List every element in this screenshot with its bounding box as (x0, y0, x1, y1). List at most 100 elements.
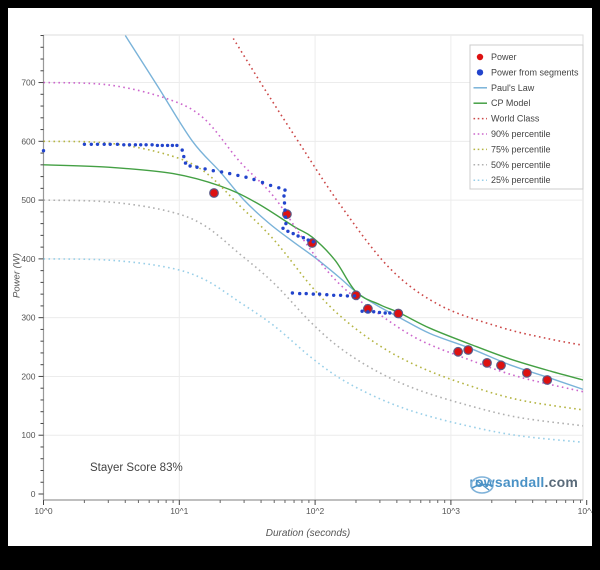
data-point (122, 143, 126, 147)
data-point (296, 234, 300, 238)
data-point (219, 170, 224, 174)
data-point (393, 308, 404, 319)
data-point (133, 143, 138, 147)
data-point (277, 186, 281, 190)
data-point (463, 345, 474, 355)
series-paul-s-law (124, 35, 583, 391)
legend-label: 50% percentile (491, 160, 551, 170)
data-point (284, 221, 288, 226)
data-point (383, 311, 387, 315)
data-point (496, 360, 506, 371)
data-point (95, 142, 100, 146)
data-point (115, 142, 120, 146)
legend-item-power[interactable]: Power (476, 52, 517, 62)
data-point (360, 309, 364, 313)
power-curve-plot: 0 100 200 300 400 500 600 700 10^0 10^1 10^2 10^3 10… (21, 34, 592, 516)
data-point (139, 143, 143, 147)
series-25-percentile (43, 258, 583, 444)
data-point (352, 294, 357, 298)
legend-label: CP Model (491, 98, 530, 108)
legend-item-90-percentile[interactable]: 90% percentile (473, 129, 551, 139)
data-point (182, 154, 186, 159)
x-tick-label: 10^3 (442, 506, 460, 516)
data-point (317, 292, 322, 296)
series-50-percentile (43, 199, 583, 427)
x-tick-label: 10^1 (170, 506, 188, 516)
data-point (165, 143, 170, 148)
svg-text:0: 0 (31, 489, 36, 499)
data-point (282, 194, 286, 198)
data-point (304, 291, 308, 296)
rowsandall-logo-icon (470, 476, 495, 494)
data-point (332, 293, 336, 297)
data-point (260, 180, 265, 185)
data-point (180, 148, 184, 152)
series-power-from-segments (41, 142, 392, 315)
svg-text:700: 700 (21, 78, 35, 88)
data-point (144, 143, 148, 147)
data-point (286, 229, 290, 233)
legend-item-paul-s-law[interactable]: Paul's Law (473, 83, 535, 93)
data-point (82, 142, 87, 146)
data-point (283, 215, 288, 219)
data-point (301, 236, 306, 240)
data-point (244, 175, 248, 179)
data-point (175, 143, 179, 148)
data-point (311, 292, 315, 296)
data-point (366, 310, 370, 314)
data-point (283, 188, 287, 192)
series-cp-model (43, 164, 583, 381)
data-point (89, 142, 94, 146)
data-point (268, 183, 273, 188)
data-point (482, 358, 492, 368)
data-point (188, 164, 192, 168)
data-point (377, 310, 382, 315)
series-world-class (232, 38, 583, 347)
data-point (291, 231, 295, 236)
data-point (209, 188, 219, 198)
legend-item-world-class[interactable]: World Class (473, 114, 540, 124)
data-point (311, 240, 315, 244)
data-point (542, 375, 553, 385)
legend-item-power-from-segments[interactable]: Power from segments (476, 67, 579, 77)
data-point (160, 143, 164, 148)
legend-item-75-percentile[interactable]: 75% percentile (473, 144, 551, 154)
data-point (338, 293, 343, 297)
data-point (252, 177, 256, 182)
data-point (281, 226, 285, 230)
data-point (372, 310, 376, 314)
data-point (298, 291, 302, 296)
data-point (127, 143, 132, 147)
data-point (325, 293, 329, 297)
legend-item-cp-model[interactable]: CP Model (473, 98, 531, 108)
svg-text:200: 200 (21, 371, 35, 381)
legend-item-50-percentile[interactable]: 50% percentile (473, 160, 551, 170)
legend-label: Paul's Law (491, 83, 535, 93)
x-tick-label: 10^2 (306, 506, 324, 516)
data-point (150, 143, 154, 147)
data-point (522, 368, 532, 378)
legend-item-25-percentile[interactable]: 25% percentile (473, 175, 551, 185)
data-point (290, 291, 295, 295)
svg-text:600: 600 (21, 136, 35, 146)
legend-label: Power from segments (491, 67, 579, 77)
rowsandall-logo[interactable]: rowsandall.com (469, 474, 578, 494)
x-tick-label: 10^4 (578, 506, 592, 516)
series-power (209, 188, 553, 385)
data-point (345, 294, 350, 298)
data-point (195, 165, 199, 169)
data-point (170, 143, 175, 148)
data-point (102, 142, 106, 146)
x-tick-label: 10^0 (34, 506, 52, 516)
legend-label: Power (491, 52, 517, 62)
legend-label: World Class (491, 114, 540, 124)
legend-label: 75% percentile (491, 144, 551, 154)
data-point (453, 346, 464, 357)
legend-label: 25% percentile (491, 175, 551, 185)
svg-text:300: 300 (21, 313, 35, 323)
data-point (41, 149, 46, 153)
data-point (388, 311, 392, 315)
data-point (283, 208, 287, 212)
stayer-score-annotation: Stayer Score 83% (90, 462, 183, 474)
svg-text:500: 500 (21, 195, 35, 205)
